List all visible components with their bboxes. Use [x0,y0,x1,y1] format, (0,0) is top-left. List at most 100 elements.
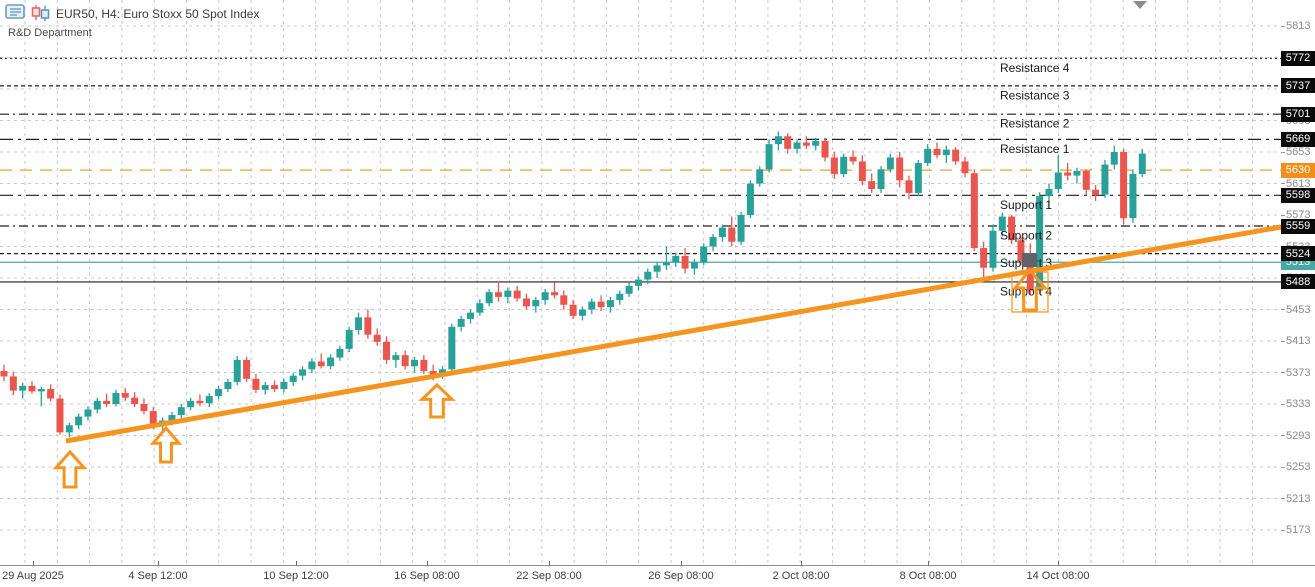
price-axis-tick: 5413 [1281,334,1315,348]
time-axis-tickmark [427,561,428,566]
level-label: Resistance 3 [1000,88,1070,102]
candle [317,353,325,369]
sr-level-labels: Resistance 4 Resistance 3 Resistance 2 Resi… [1000,61,1070,299]
candle [532,296,540,313]
candle [19,382,27,399]
candle [690,259,698,275]
candle [1082,169,1090,195]
candle [821,137,829,162]
candle [756,166,764,187]
candle [709,233,717,252]
time-axis-label: 8 Oct 08:00 [899,570,957,582]
candle [65,422,73,438]
candle [56,394,64,435]
candle [243,356,251,382]
candle [625,282,633,297]
candle [1008,215,1016,245]
candle [28,381,36,394]
time-axis-tickmark [296,561,297,566]
price-axis-tick: 5573 [1281,208,1315,222]
candle [980,241,988,278]
level-price-badge: 5488 [1281,274,1315,290]
signal-rectangle[interactable] [1011,271,1049,313]
candle [271,380,279,393]
candle [644,268,652,285]
time-axis[interactable]: 29 Aug 2025 4 Sep 12:00 10 Sep 12:00 16 Sep… [0,561,1315,587]
candle [1110,145,1118,170]
candles [0,131,1146,438]
candle [681,248,689,274]
up-arrow[interactable] [52,449,88,489]
candle [849,150,857,165]
candle [261,381,269,395]
candle [383,336,391,364]
candle [616,290,624,305]
candle [1017,236,1025,266]
candle [877,166,885,193]
up-arrow[interactable] [1011,267,1049,312]
candle [1129,169,1137,223]
time-axis-label: 29 Aug 2025 [2,570,64,582]
candle [280,378,288,393]
level-price-badge: 5524 [1281,246,1315,262]
candle [812,137,820,151]
candle [355,312,363,335]
candle [485,289,493,307]
candle [504,287,512,304]
candle [634,276,642,291]
candle [1138,148,1146,178]
candle [93,397,101,414]
candle [896,152,904,188]
candle [112,389,120,407]
time-axis-label: 2 Oct 08:00 [772,570,830,582]
candle [103,393,111,408]
chart-list-icon[interactable] [5,4,25,20]
time-axis-tickmark [801,561,802,566]
candle [1064,163,1072,181]
chart-shift-marker[interactable] [1133,1,1147,9]
candle [597,295,605,312]
current-price-badge: 5630 [1281,162,1315,178]
candle [336,345,344,361]
candle [196,394,204,407]
candle [998,212,1006,237]
candle [401,350,409,370]
chart-title: EUR50, H4: Euro Stoxx 50 Spot Index [56,7,260,21]
candle [830,152,838,179]
candle [700,243,708,266]
price-axis[interactable]: 5813577357335693565356135573553354935453… [1281,0,1315,565]
candle [373,328,381,346]
candle [364,309,372,339]
candle [205,392,213,408]
trendline[interactable] [65,224,1282,444]
candlestick-chart-icon[interactable] [30,4,52,21]
candle [327,354,335,370]
candle [970,169,978,252]
candle [728,216,736,247]
candle [252,374,260,393]
candle [793,139,801,154]
candle [187,397,195,411]
candle [448,323,456,373]
up-arrow[interactable] [418,382,456,419]
candle [224,378,232,393]
up-arrow[interactable] [149,425,183,464]
price-axis-tick: 5613 [1281,177,1315,191]
candle [345,326,353,353]
level-price-badge: 5669 [1281,131,1315,147]
candle [215,385,223,400]
candle [1036,192,1044,294]
candle [476,299,484,316]
candle [420,355,428,375]
gray-marker-box[interactable] [1022,253,1037,267]
candle [868,173,876,193]
time-axis-tickmark [549,561,550,566]
price-axis-tick: 5653 [1281,145,1315,159]
candle [308,358,316,374]
level-label: Resistance 4 [1000,61,1070,75]
level-label: Support 1 [1000,198,1052,212]
candle [569,300,577,319]
candle [672,252,680,267]
candle [1054,155,1062,193]
